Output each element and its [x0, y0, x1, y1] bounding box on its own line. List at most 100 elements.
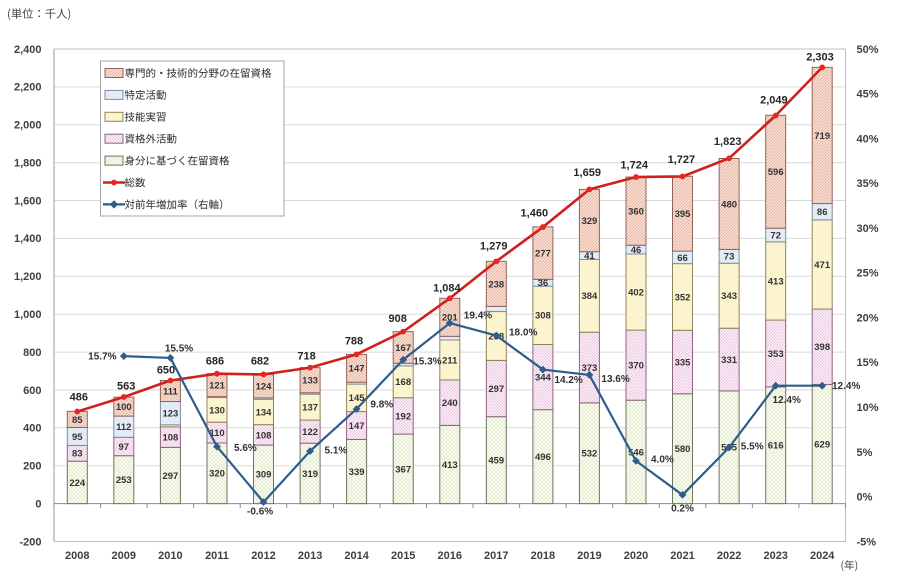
svg-text:130: 130 [209, 405, 225, 416]
svg-text:15.7%: 15.7% [88, 352, 116, 363]
svg-text:111: 111 [163, 386, 179, 397]
svg-text:66: 66 [677, 253, 688, 264]
svg-text:122: 122 [302, 427, 318, 438]
svg-text:15.5%: 15.5% [165, 344, 193, 355]
svg-text:1,084: 1,084 [433, 283, 461, 295]
svg-text:309: 309 [256, 470, 272, 481]
svg-text:395: 395 [675, 209, 692, 220]
svg-text:5%: 5% [857, 447, 873, 459]
svg-text:2020: 2020 [624, 550, 648, 562]
svg-text:30%: 30% [857, 223, 879, 235]
svg-text:1,659: 1,659 [573, 167, 601, 179]
svg-text:192: 192 [395, 411, 411, 422]
svg-text:5.6%: 5.6% [234, 443, 257, 454]
svg-text:402: 402 [628, 287, 644, 298]
svg-text:72: 72 [770, 230, 781, 241]
svg-text:121: 121 [209, 381, 226, 392]
svg-text:110: 110 [209, 428, 224, 439]
svg-text:682: 682 [251, 355, 269, 367]
svg-text:1,800: 1,800 [14, 158, 42, 170]
svg-text:616: 616 [768, 441, 784, 452]
svg-text:1,823: 1,823 [714, 136, 742, 148]
svg-text:41: 41 [584, 251, 595, 262]
svg-text:137: 137 [302, 403, 318, 414]
svg-text:2012: 2012 [251, 550, 275, 562]
svg-text:36: 36 [538, 278, 549, 289]
svg-text:532: 532 [581, 449, 597, 460]
svg-text:353: 353 [768, 349, 784, 360]
svg-text:496: 496 [535, 452, 551, 463]
svg-text:133: 133 [302, 376, 318, 387]
svg-text:2011: 2011 [205, 550, 229, 562]
svg-text:73: 73 [724, 252, 735, 263]
svg-text:83: 83 [72, 449, 83, 460]
svg-text:339: 339 [349, 467, 365, 478]
svg-text:5.1%: 5.1% [325, 446, 348, 457]
svg-text:-0.6%: -0.6% [247, 507, 273, 518]
svg-text:459: 459 [488, 456, 504, 467]
svg-text:335: 335 [675, 357, 692, 368]
svg-text:329: 329 [581, 216, 597, 227]
svg-text:0.2%: 0.2% [671, 504, 694, 515]
svg-text:1,724: 1,724 [620, 160, 648, 172]
svg-text:112: 112 [116, 422, 131, 433]
svg-text:319: 319 [302, 469, 318, 480]
svg-text:2013: 2013 [298, 550, 322, 562]
svg-text:100: 100 [116, 402, 132, 413]
svg-text:320: 320 [209, 469, 225, 480]
svg-text:25%: 25% [857, 268, 879, 280]
svg-text:200: 200 [23, 461, 41, 473]
svg-text:400: 400 [23, 423, 41, 435]
svg-text:413: 413 [768, 276, 784, 287]
svg-text:85: 85 [72, 415, 83, 426]
svg-text:343: 343 [721, 291, 737, 302]
svg-text:2018: 2018 [531, 550, 555, 562]
svg-text:97: 97 [119, 442, 130, 453]
svg-text:13.6%: 13.6% [601, 374, 629, 385]
svg-text:4.0%: 4.0% [651, 455, 674, 466]
svg-text:360: 360 [628, 207, 644, 218]
svg-text:384: 384 [581, 291, 598, 302]
svg-text:308: 308 [535, 311, 551, 322]
svg-text:2015: 2015 [391, 550, 415, 562]
svg-text:2023: 2023 [763, 550, 787, 562]
svg-text:2017: 2017 [484, 550, 508, 562]
svg-text:0: 0 [35, 498, 41, 510]
svg-text:471: 471 [814, 260, 831, 271]
svg-text:2,400: 2,400 [14, 44, 42, 56]
svg-text:413: 413 [442, 460, 458, 471]
svg-text:2009: 2009 [112, 550, 136, 562]
svg-text:788: 788 [345, 335, 363, 347]
svg-text:800: 800 [23, 347, 41, 359]
svg-text:19.4%: 19.4% [464, 311, 492, 322]
svg-text:108: 108 [256, 430, 272, 441]
svg-text:147: 147 [349, 364, 365, 375]
svg-text:1,727: 1,727 [668, 154, 696, 166]
svg-text:50%: 50% [857, 44, 879, 56]
svg-text:2,049: 2,049 [760, 94, 788, 106]
svg-text:12.4%: 12.4% [832, 381, 860, 392]
svg-text:344: 344 [535, 373, 552, 384]
svg-text:18.0%: 18.0% [509, 327, 537, 338]
svg-text:686: 686 [206, 356, 224, 368]
svg-text:600: 600 [23, 385, 41, 397]
svg-text:398: 398 [814, 342, 830, 353]
svg-text:2,000: 2,000 [14, 120, 42, 132]
svg-text:14.2%: 14.2% [554, 375, 582, 386]
svg-text:211: 211 [442, 355, 458, 366]
svg-text:2,303: 2,303 [806, 51, 834, 63]
svg-text:367: 367 [395, 464, 411, 475]
svg-text:2016: 2016 [438, 550, 462, 562]
svg-text:1,600: 1,600 [14, 195, 42, 207]
svg-text:650: 650 [157, 364, 175, 376]
svg-text:124: 124 [256, 382, 273, 393]
svg-text:147: 147 [349, 421, 365, 432]
svg-text:719: 719 [814, 131, 830, 142]
svg-text:718: 718 [297, 351, 315, 363]
svg-text:238: 238 [488, 279, 504, 290]
svg-text:95: 95 [72, 432, 83, 443]
svg-text:108: 108 [162, 433, 178, 444]
svg-text:35%: 35% [857, 178, 879, 190]
svg-text:123: 123 [162, 409, 178, 420]
svg-text:297: 297 [162, 471, 178, 482]
